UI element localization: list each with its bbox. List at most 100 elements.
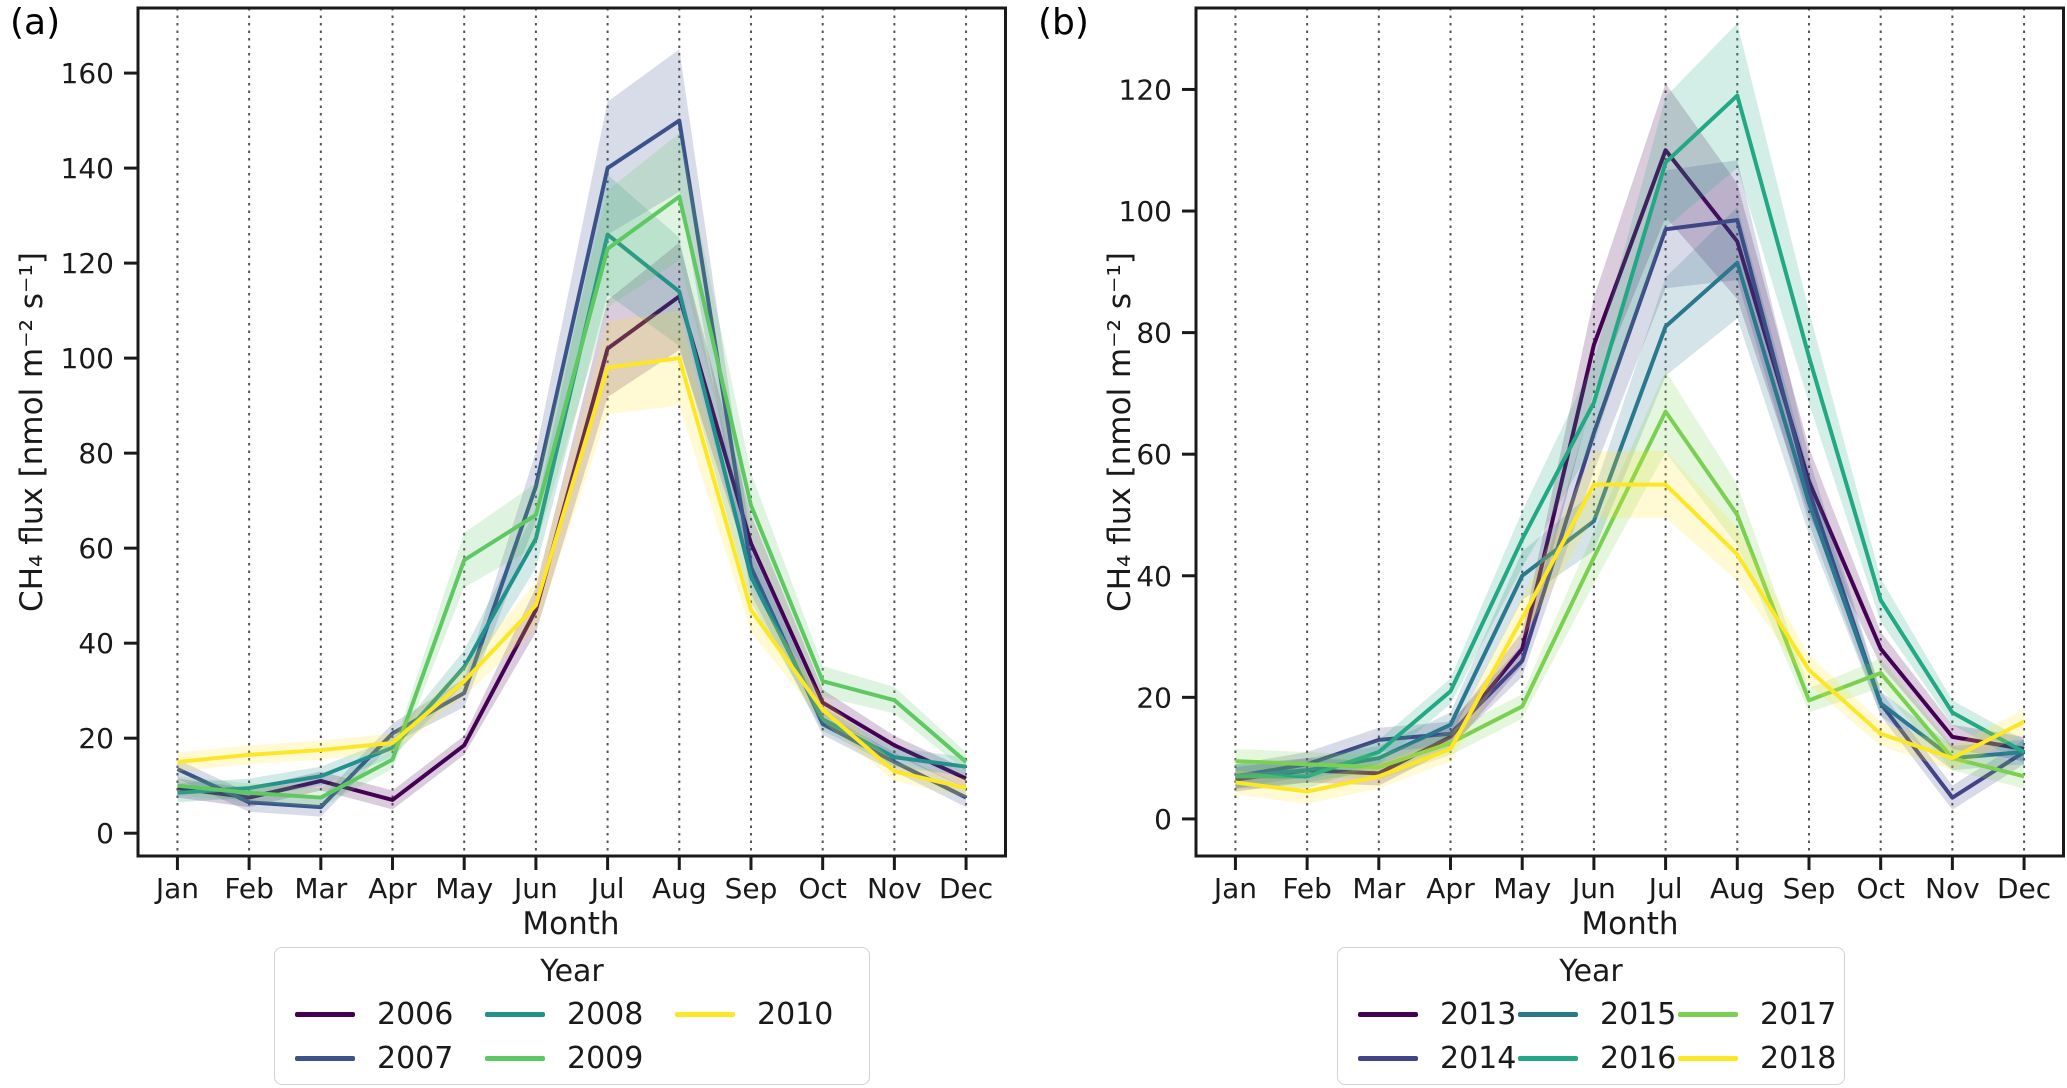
- legend-label-2015: 2015: [1600, 996, 1677, 1032]
- x-tick-label: Apr: [1426, 872, 1475, 905]
- y-tick-label: 100: [61, 342, 114, 375]
- legend-label-2009: 2009: [567, 1040, 644, 1076]
- series-band-2014: [1235, 160, 2025, 810]
- legend-a: Year 2006 2007 2008 2009 2010: [274, 947, 870, 1085]
- y-tick-label: 80: [1136, 317, 1172, 350]
- plot-border-(a): [136, 6, 1007, 858]
- series-line-2014: [1235, 218, 2026, 800]
- legend-item-2009: 2009: [475, 1036, 665, 1080]
- x-tick-label: Oct: [798, 872, 846, 905]
- y-tick-label: 160: [61, 57, 114, 90]
- series-line-2009: [177, 194, 968, 800]
- x-ticks-(b): Jan Feb Mar Apr May Jun Jul Aug Sep Oct Nov Dec: [1212, 856, 2051, 905]
- legend-label-2016: 2016: [1600, 1040, 1677, 1076]
- y-tick-label: 60: [1136, 438, 1172, 471]
- x-tick-label: Sep: [1783, 872, 1836, 905]
- series-line-2006: [177, 294, 967, 802]
- x-tick-label: Oct: [1856, 872, 1904, 905]
- legend-item-2016: 2016: [1508, 1036, 1676, 1080]
- legend-item-2010: 2010: [665, 992, 855, 1036]
- legend-label-2017: 2017: [1760, 996, 1837, 1032]
- x-axis-label-b: Month: [1581, 906, 1679, 942]
- legend-item-2006: 2006: [285, 992, 475, 1036]
- x-tick-label: Jul: [1647, 872, 1683, 905]
- x-ticks-(a): Jan Feb Mar Apr May Jun Jul Aug Sep Oct Nov Dec: [154, 856, 993, 905]
- x-tick-label: Feb: [224, 872, 274, 905]
- legend-swatch-2014: [1358, 1055, 1418, 1061]
- legend-item-2018: 2018: [1668, 1036, 1836, 1080]
- x-tick-label: Jan: [1212, 872, 1257, 905]
- panel-label-a: (a): [10, 2, 61, 43]
- x-tick-label: Dec: [939, 872, 993, 905]
- x-tick-label: May: [1493, 872, 1551, 905]
- legend-label-2008: 2008: [567, 996, 644, 1032]
- legend-label-2006: 2006: [377, 996, 454, 1032]
- legend-swatch-2010: [675, 1011, 735, 1017]
- x-tick-label: Nov: [867, 872, 922, 905]
- x-tick-label: Jul: [589, 872, 625, 905]
- series-line-2007: [176, 118, 967, 810]
- x-tick-label: Nov: [1925, 872, 1980, 905]
- legend-swatch-2013: [1358, 1011, 1418, 1017]
- legend-swatch-2008: [485, 1011, 545, 1017]
- x-tick-label: Mar: [294, 872, 347, 905]
- y-tick-label: 100: [1119, 195, 1172, 228]
- legend-item-2017: 2017: [1668, 992, 1836, 1036]
- x-tick-label: Jun: [1570, 872, 1616, 905]
- legend-label-2013: 2013: [1440, 996, 1517, 1032]
- legend-item-2015: 2015: [1508, 992, 1676, 1036]
- y-tick-label: 20: [1136, 681, 1172, 714]
- legend-label-2007: 2007: [377, 1040, 454, 1076]
- y-axis-label-a: CH₄ flux [nmol m⁻² s⁻¹]: [14, 252, 50, 612]
- legend-swatch-2015: [1518, 1011, 1578, 1017]
- y-ticks-(b): 0 20 40 60 80 100 120: [1119, 73, 1196, 836]
- series-line-2010: [177, 356, 967, 791]
- legend-label-2018: 2018: [1760, 1040, 1837, 1076]
- y-tick-label: 60: [78, 532, 114, 565]
- legend-title-a: Year: [540, 954, 604, 989]
- series-line-2013: [1235, 148, 2025, 782]
- series-line-2016: [1235, 93, 2026, 779]
- series-band-2010: [177, 310, 967, 798]
- y-tick-label: 140: [61, 152, 114, 185]
- legend-swatch-2009: [485, 1055, 545, 1061]
- y-ticks-(a): 0 20 40 60 80 100 120 140 160: [61, 57, 138, 850]
- legend-entries-b: 2013 2014 2015 2016 2017 2018: [1348, 992, 1836, 1080]
- x-tick-label: Aug: [1710, 872, 1765, 905]
- y-axis-label-b: CH₄ flux [nmol m⁻² s⁻¹]: [1102, 252, 1138, 612]
- legend-swatch-2006: [295, 1011, 355, 1017]
- legend-title-b: Year: [1559, 954, 1623, 989]
- x-tick-label: Mar: [1352, 872, 1405, 905]
- x-tick-label: Jun: [512, 872, 558, 905]
- legend-b: Year 2013 2014 2015 2016 2017 2018: [1337, 947, 1845, 1085]
- legend-item-2013: 2013: [1348, 992, 1516, 1036]
- x-tick-label: Jan: [154, 872, 199, 905]
- legend-label-2010: 2010: [757, 996, 834, 1032]
- legend-item-2007: 2007: [285, 1036, 475, 1080]
- y-tick-label: 20: [78, 722, 114, 755]
- series-group-(b): [1235, 23, 2026, 810]
- legend-item-2014: 2014: [1348, 1036, 1516, 1080]
- series-band-2007: [177, 49, 967, 817]
- x-tick-label: Feb: [1282, 872, 1332, 905]
- x-axis-label-a: Month: [522, 906, 620, 942]
- gridlines-(a): [176, 8, 968, 856]
- x-tick-label: Apr: [368, 872, 417, 905]
- y-tick-label: 80: [78, 437, 114, 470]
- series-line-2018: [1235, 482, 2025, 794]
- y-tick-label: 0: [1154, 803, 1172, 836]
- plot-border-(b): [1194, 6, 2065, 858]
- legend-item-2008: 2008: [475, 992, 665, 1036]
- legend-label-2014: 2014: [1440, 1040, 1517, 1076]
- panel-label-b: (b): [1038, 2, 1089, 43]
- legend-swatch-2018: [1678, 1055, 1738, 1061]
- series-band-2016: [1235, 23, 2025, 789]
- series-band-2013: [1235, 83, 2025, 792]
- y-tick-label: 40: [1136, 560, 1172, 593]
- y-tick-label: 0: [96, 817, 114, 850]
- y-tick-label: 40: [78, 627, 114, 660]
- legend-entries-a: 2006 2007 2008 2009 2010: [285, 992, 859, 1080]
- series-group-(a): [176, 49, 968, 817]
